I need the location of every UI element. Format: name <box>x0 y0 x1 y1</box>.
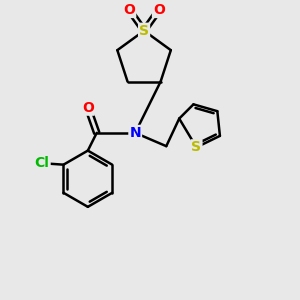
Text: S: S <box>191 140 202 154</box>
Text: O: O <box>153 3 165 17</box>
Text: N: N <box>129 126 141 140</box>
Text: Cl: Cl <box>35 156 50 170</box>
Text: O: O <box>123 3 135 17</box>
Text: O: O <box>82 101 94 115</box>
Text: S: S <box>139 24 149 38</box>
